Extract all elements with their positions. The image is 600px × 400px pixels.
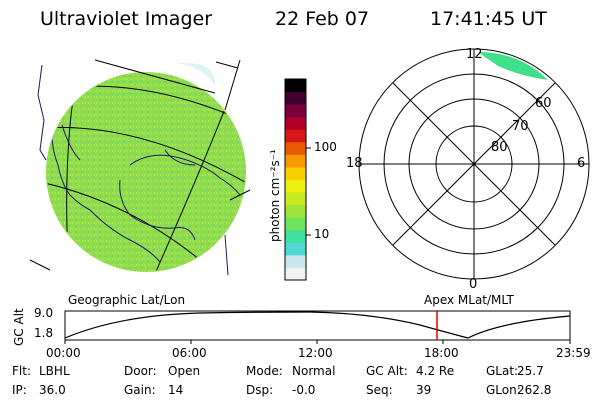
altitude-ytick-min: 1.8 [34,326,54,340]
colorbar-segment [285,116,306,130]
altitude-curve [64,311,571,339]
colorbar-segment [285,179,306,193]
date-label: 22 Feb 07 [275,8,370,30]
mlat-label-80: 80 [491,140,508,155]
globe-caption: Geographic Lat/Lon [68,293,186,307]
status-label: GC Alt: [366,364,408,378]
colorbar-segment [285,154,306,168]
status-value: -0.0 [292,383,316,397]
status-value: 4.2 Re [416,364,455,378]
status-label: Mode: [246,364,283,378]
status-value: 39 [416,383,432,397]
colorbar-segment [285,141,306,155]
colorbar-segment [285,204,306,218]
altitude-ylabel: GC Alt [12,308,26,346]
app-title: Ultraviolet Imager [40,8,213,30]
colorbar-segment [285,242,306,256]
status-value: LBHL [39,364,70,378]
colorbar-frame [284,78,307,281]
image-edge [170,62,215,86]
status-value: 14 [168,383,184,397]
status-label: Gain: [124,383,156,397]
status-value: 25.7 [517,364,544,378]
status-label: Flt: [12,364,31,378]
xtick-label-2: 12:00 [298,346,333,360]
colorbar-segment [285,217,306,231]
mlat-label-70: 70 [512,119,529,134]
colorbar-label-100: 100 [314,140,337,154]
altitude-plot [64,310,571,344]
uv-image-disk [46,72,246,272]
colorbar-segment [285,104,306,118]
colorbar-segment [285,91,306,105]
colorbar-segment [285,129,306,143]
polar-plot [358,48,590,280]
colorbar-segment [285,166,306,180]
colorbar-segment [285,254,306,268]
mlat-label-60: 60 [535,96,552,111]
colorbar [284,78,311,281]
xtick-label-1: 06:00 [172,346,207,360]
colorbar-segment [285,79,306,93]
altitude-ytick-max: 9.0 [34,306,54,320]
xtick-label-4: 23:59 [556,346,591,360]
status-value: 262.8 [517,383,552,397]
status-label: Seq: [366,383,393,397]
time-label: 17:41:45 UT [430,8,547,30]
mlt-label-6: 6 [577,156,586,171]
latlon-grid-outer [29,59,251,271]
status-value: 36.0 [39,383,66,397]
status-label: GLat: [486,364,519,378]
colorbar-segment [285,267,306,281]
mlt-label-0: 0 [469,277,478,292]
status-value: Normal [292,364,336,378]
coastlines [51,114,241,263]
status-label: GLon: [486,383,521,397]
mlt-label-12: 12 [466,47,483,62]
polar-caption: Apex MLat/MLT [424,293,514,307]
mlt-diagonal-2 [392,82,556,246]
status-value: Open [168,364,201,378]
auroral-oval [478,52,548,80]
xtick-label-3: 18:00 [424,346,459,360]
altitude-frame [64,310,571,341]
status-label: Door: [124,364,157,378]
colorbar-unit-label: photon cm⁻²s⁻¹ [268,149,282,242]
colorbar-label-10: 10 [314,227,330,241]
status-label: Dsp: [246,383,274,397]
mlt-label-18: 18 [346,156,363,171]
xtick-label-0: 00:00 [46,346,81,360]
coastlines-outer [37,64,229,276]
colorbar-segment [285,229,306,243]
colorbar-segment [285,192,306,206]
globe-map [29,59,251,276]
status-label: IP: [12,383,27,397]
